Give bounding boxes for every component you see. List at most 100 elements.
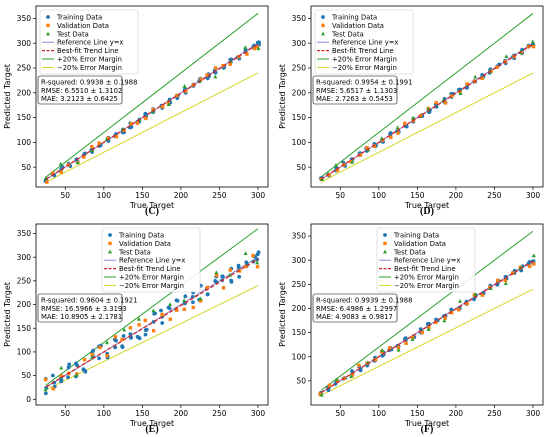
validation-point	[327, 383, 332, 387]
legend-test-marker	[46, 31, 50, 36]
test-point	[349, 374, 354, 379]
training-point	[236, 265, 241, 270]
test-point	[256, 46, 261, 51]
x-tick-label: 50	[336, 191, 346, 200]
legend-label: −20% Error Margin	[57, 64, 122, 72]
test-point	[442, 318, 447, 323]
training-point	[160, 321, 165, 325]
y-tick-label: 250	[292, 64, 307, 73]
stats-line: MAE: 4.9083 ± 0.9817	[316, 313, 393, 321]
legend-validation-marker	[383, 241, 387, 246]
legend-label: Test Data	[118, 248, 151, 256]
validation-point	[449, 311, 454, 315]
y-tick-label: 150	[292, 328, 307, 337]
legend-label: +20% Error Margin	[394, 274, 459, 282]
training-point	[74, 361, 78, 366]
validation-point	[349, 160, 353, 164]
x-tick-label: 100	[372, 409, 387, 418]
validation-point	[144, 116, 148, 121]
validation-point	[443, 101, 448, 105]
validation-point	[98, 345, 102, 350]
test-point	[379, 136, 384, 140]
validation-point	[59, 374, 64, 378]
minus-20-error-line	[320, 288, 534, 396]
panel-caption: (E)	[145, 424, 158, 435]
training-point	[191, 300, 195, 305]
validation-point	[90, 352, 94, 357]
chart-svg: 50 100 150 200 250 300 50 100 150 200 250 300 350 Tru…	[278, 5, 544, 217]
x-tick-label: 300	[251, 191, 266, 200]
validation-point	[365, 145, 369, 150]
legend-training-marker	[383, 233, 387, 237]
validation-point	[465, 301, 469, 306]
y-tick-label: 200	[17, 88, 32, 97]
legend-validation-marker	[46, 23, 50, 28]
test-point	[530, 39, 535, 44]
validation-point	[450, 94, 454, 98]
training-point	[143, 332, 148, 337]
training-point	[388, 131, 393, 135]
test-point	[136, 316, 141, 321]
training-point	[143, 328, 148, 333]
y-tick-label: 50	[21, 163, 31, 172]
training-point	[159, 308, 163, 313]
y-tick-label: 250	[292, 280, 307, 289]
legend-label: Training Data	[56, 14, 102, 22]
validation-point	[82, 155, 86, 159]
validation-point	[396, 345, 401, 350]
test-point	[104, 340, 109, 345]
legend-label: +20% Error Margin	[119, 274, 184, 282]
training-point	[136, 335, 141, 340]
training-point	[83, 369, 88, 374]
legend-label: Test Data	[393, 248, 426, 256]
stats-line: R-squared: 0.9604 ± 0.1921	[41, 297, 137, 305]
x-tick-label: 100	[97, 191, 112, 200]
stats-line: R-squared: 0.9939 ± 0.1988	[316, 297, 412, 305]
validation-point	[480, 293, 485, 297]
training-point	[153, 311, 157, 316]
y-axis-label: Predicted Target	[3, 64, 12, 129]
minus-20-error-line	[320, 72, 534, 183]
test-point	[395, 125, 400, 130]
training-point	[205, 292, 210, 297]
validation-point	[120, 337, 124, 342]
y-tick-label: 350	[292, 14, 307, 23]
validation-point	[82, 357, 87, 362]
validation-point	[443, 316, 447, 321]
validation-point	[245, 52, 249, 56]
chart-panel-c: 50 100 150 200 250 300 50 100 150 200 250 300 350 Tru…	[0, 0, 275, 218]
test-point	[255, 260, 260, 265]
test-point	[319, 392, 324, 397]
x-tick-label: 50	[336, 409, 346, 418]
legend-label: Training Data	[393, 232, 439, 240]
test-point	[458, 91, 463, 95]
training-point	[229, 279, 234, 284]
stats-line: R-squared: 0.9954 ± 0.1991	[316, 79, 412, 87]
validation-point	[129, 122, 133, 126]
legend-validation-marker	[108, 241, 112, 246]
validation-point	[350, 373, 355, 377]
legend-box	[101, 227, 201, 293]
x-tick-label: 200	[449, 191, 464, 200]
best-fit-trend-line	[320, 260, 534, 394]
validation-point	[128, 326, 133, 330]
legend-label: −20% Error Margin	[394, 282, 459, 290]
x-tick-label: 300	[251, 409, 266, 418]
validation-point	[434, 320, 438, 325]
legend-label: +20% Error Margin	[332, 56, 397, 64]
stats-box-frame	[37, 293, 123, 323]
validation-point	[402, 121, 407, 126]
validation-point	[255, 265, 260, 269]
x-tick-label: 250	[212, 409, 227, 418]
validation-point	[51, 171, 55, 175]
validation-point	[174, 308, 179, 312]
legend-test-marker	[383, 249, 387, 254]
x-tick-label: 150	[410, 191, 425, 200]
training-point	[66, 375, 70, 380]
plus-20-error-line	[45, 13, 259, 178]
